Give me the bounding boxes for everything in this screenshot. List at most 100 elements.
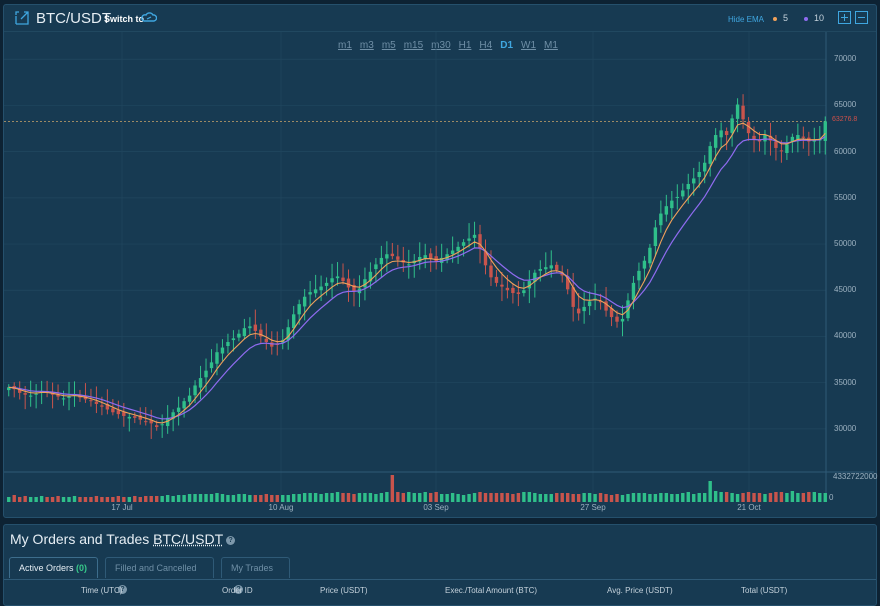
volume-axis-min: 0: [829, 493, 834, 502]
volume-axis-max: 4332722000: [833, 472, 878, 481]
candlestick-chart[interactable]: [4, 32, 874, 515]
volume-bar: [286, 495, 290, 502]
volume-bar: [505, 493, 510, 502]
candle-body: [231, 338, 236, 341]
trades-info-icon[interactable]: ?: [234, 585, 243, 595]
price-tick-0: 70000: [834, 54, 857, 64]
column-order-id[interactable]: Order ID: [222, 586, 253, 595]
candle-body: [505, 287, 510, 291]
hide-ema-link[interactable]: Hide EMA: [728, 15, 765, 24]
candle-body: [494, 276, 499, 283]
zoom-in-button[interactable]: [838, 11, 851, 24]
candle-body: [620, 318, 625, 322]
switch-to-label[interactable]: Switch to: [104, 14, 144, 24]
volume-bar: [631, 493, 636, 502]
candle-body: [675, 196, 679, 198]
candle-body: [324, 282, 329, 286]
tab-my-trades-label: My Trades: [231, 563, 274, 573]
candle-body: [681, 190, 685, 197]
timeframe-5[interactable]: H1: [458, 40, 472, 51]
filled-info-icon[interactable]: ?: [118, 585, 127, 595]
volume-bar: [182, 495, 186, 502]
candle-body: [642, 260, 647, 269]
pair-title: BTC/USDT: [36, 10, 111, 27]
volume-bar: [324, 493, 329, 502]
orders-panel: My Orders and Trades BTC/USDT? Active Or…: [3, 524, 877, 606]
timeframe-2[interactable]: m5: [381, 40, 396, 51]
timeframe-1[interactable]: m3: [359, 40, 374, 51]
candle-body: [105, 404, 110, 410]
candle-body: [264, 338, 268, 343]
volume-bar: [609, 495, 614, 502]
candle-body: [89, 400, 93, 402]
column-total[interactable]: Total (USDT): [741, 586, 788, 595]
candle-body: [187, 395, 192, 402]
timeframe-4[interactable]: m30: [431, 40, 451, 51]
volume-bar: [516, 493, 521, 502]
column-price[interactable]: Price (USDT): [320, 586, 368, 595]
candle-body: [483, 250, 488, 266]
candle-body: [302, 296, 307, 307]
volume-bar: [724, 492, 729, 502]
candle-body: [396, 256, 400, 260]
column-time[interactable]: Time (UTC): [81, 586, 123, 595]
timeframe-6[interactable]: H4: [479, 40, 493, 51]
cloud-icon[interactable]: [141, 12, 157, 22]
candle-body: [7, 387, 11, 391]
timeframe-9[interactable]: M1: [544, 40, 558, 51]
candle-body: [292, 314, 296, 329]
volume-bar: [494, 493, 499, 502]
zoom-out-button[interactable]: [855, 11, 868, 24]
volume-bar: [253, 495, 258, 502]
volume-bar: [12, 495, 16, 502]
volume-bar: [401, 493, 405, 502]
volume-bar: [341, 493, 345, 502]
candle-body: [763, 135, 767, 142]
candle-body: [165, 417, 170, 427]
candle-body: [648, 247, 652, 264]
candle-body: [248, 326, 252, 329]
volume-bar: [555, 493, 559, 502]
candle-body: [193, 385, 197, 396]
volume-bar: [220, 494, 225, 502]
orders-pair-link[interactable]: BTC/USDT: [153, 531, 224, 547]
tab-active-orders[interactable]: Active Orders (0): [9, 557, 98, 578]
expand-icon[interactable]: [15, 11, 29, 25]
info-icon[interactable]: ?: [226, 535, 236, 545]
volume-bar: [412, 493, 416, 502]
candle-body: [604, 301, 608, 311]
column-avg-price[interactable]: Avg. Price (USDT): [607, 586, 673, 595]
volume-bar: [538, 494, 542, 502]
candle-body: [538, 269, 542, 271]
candle-body: [352, 284, 356, 292]
ema-slow-dot: [804, 16, 808, 21]
candle-body: [549, 265, 553, 269]
volume-bar: [790, 491, 795, 502]
candle-body: [385, 254, 389, 259]
tab-my-trades[interactable]: My Trades?: [221, 557, 290, 595]
ema-slow-label: 10: [814, 13, 825, 23]
timeframe-0[interactable]: m1: [338, 40, 352, 51]
candle-body: [313, 289, 318, 294]
candle-body: [220, 347, 225, 354]
volume-bar: [670, 494, 674, 502]
volume-bar: [237, 494, 241, 502]
candle-body: [697, 171, 701, 178]
candle-body: [461, 242, 466, 246]
volume-bar: [560, 493, 564, 502]
tab-filled-cancelled[interactable]: Filled and Cancelled?: [105, 557, 214, 595]
volume-bar: [533, 493, 537, 502]
timeframe-7[interactable]: D1: [500, 40, 514, 51]
timeframe-8[interactable]: W1: [521, 40, 537, 51]
volume-bar: [604, 494, 608, 502]
candle-body: [527, 281, 532, 289]
volume-bar: [812, 492, 816, 502]
date-tick-4: 21 Oct: [737, 503, 761, 512]
volume-bar: [330, 493, 334, 502]
volume-bar: [566, 493, 570, 502]
candle-body: [823, 121, 827, 141]
volume-bar: [379, 493, 384, 502]
timeframe-3[interactable]: m15: [403, 40, 424, 51]
volume-bar: [248, 495, 252, 502]
column-exec-amount[interactable]: Exec./Total Amount (BTC): [445, 586, 538, 595]
